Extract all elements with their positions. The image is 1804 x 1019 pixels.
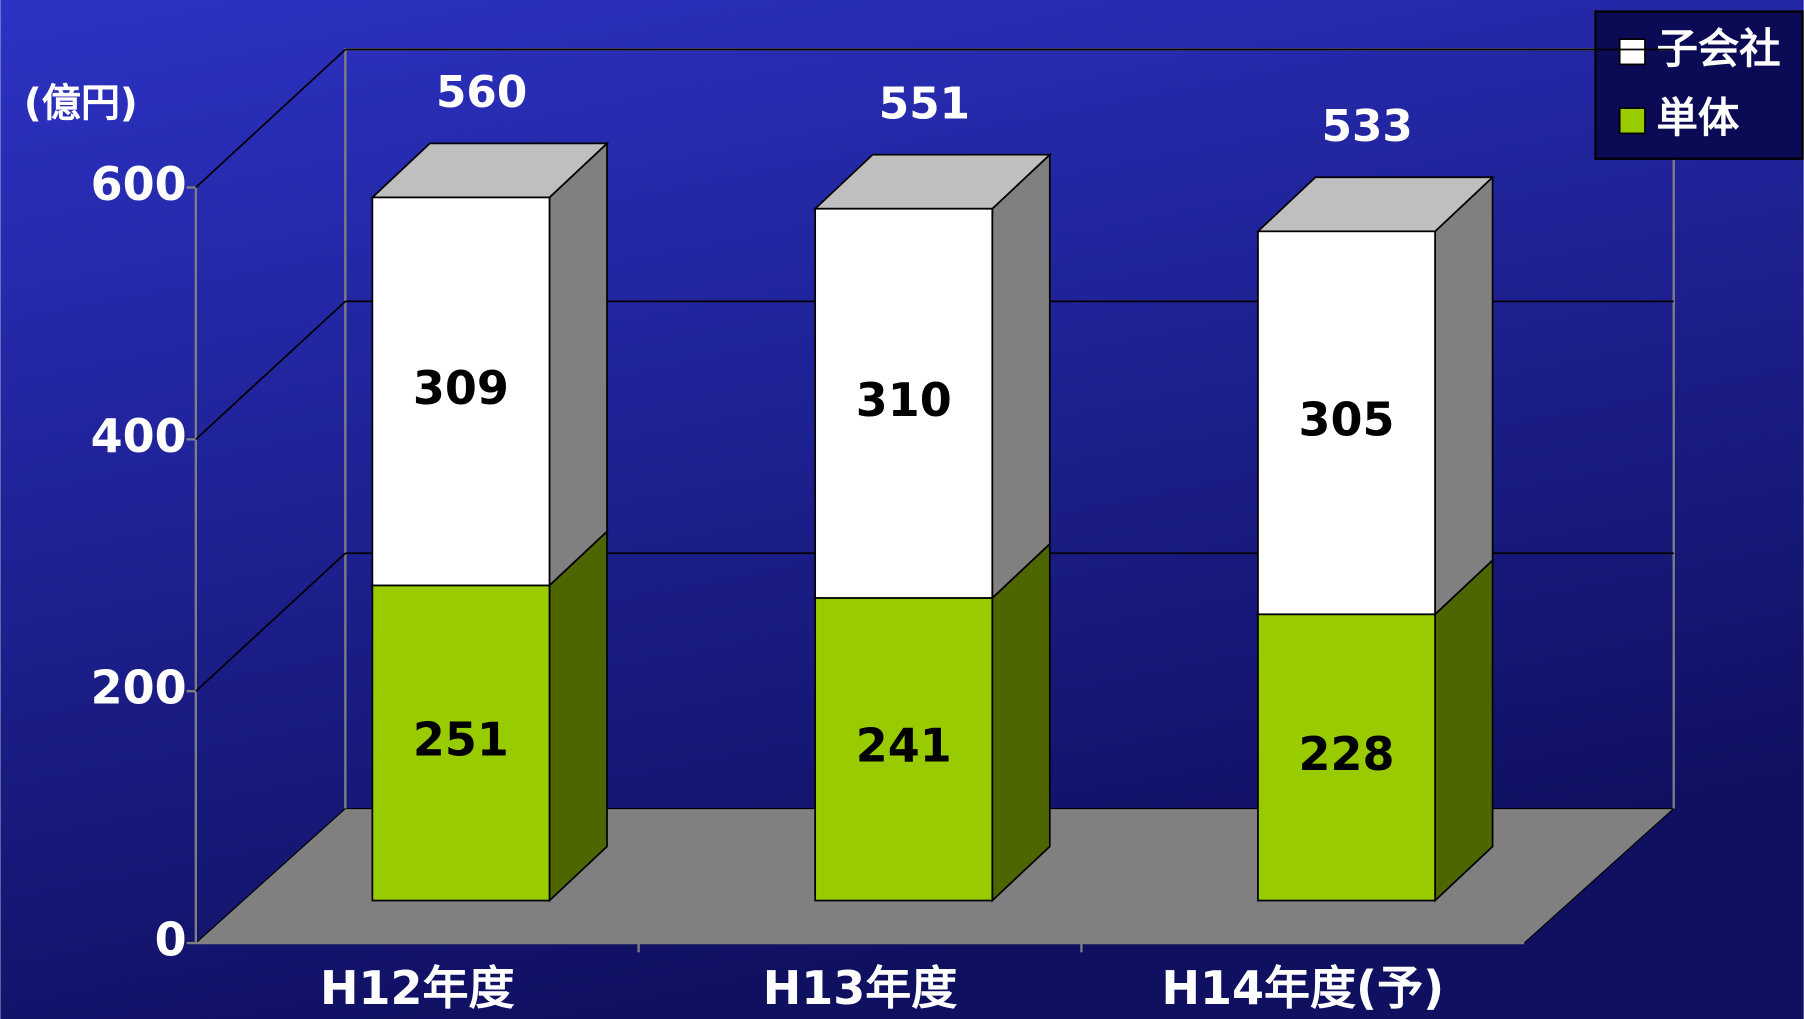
data-label: 251 <box>413 712 509 766</box>
bar <box>814 597 994 902</box>
unit-label: (億円) <box>24 81 138 126</box>
legend-swatch <box>1618 107 1646 135</box>
total-label: 560 <box>436 67 527 118</box>
x-tick-label: H13年度 <box>763 961 958 1015</box>
y-tick-label: 0 <box>155 913 187 967</box>
grid-line <box>195 48 346 189</box>
bar-side <box>991 541 1051 903</box>
y-tick-label: 400 <box>91 409 187 463</box>
bar <box>371 196 551 587</box>
legend-swatch <box>1618 38 1646 66</box>
grid-line <box>195 300 346 440</box>
y-tick-label: 200 <box>91 661 187 715</box>
data-label: 241 <box>856 719 952 773</box>
total-label: 533 <box>1322 101 1413 152</box>
grid-line <box>195 552 346 692</box>
total-label: 551 <box>879 78 970 129</box>
bar <box>1257 230 1436 616</box>
legend-label: 単体 <box>1656 94 1739 142</box>
legend-label: 子会社 <box>1656 25 1780 73</box>
bar <box>1257 613 1436 902</box>
x-tick-label: H14年度(予) <box>1162 961 1445 1015</box>
bar-side <box>1434 175 1494 617</box>
y-tick-label: 600 <box>91 157 187 211</box>
bar-side <box>991 152 1051 600</box>
data-label: 309 <box>413 361 509 415</box>
bar <box>371 584 551 902</box>
bar-side <box>1434 558 1494 903</box>
data-label: 305 <box>1299 392 1395 446</box>
bar-side <box>548 141 608 588</box>
bar-side <box>548 529 608 903</box>
x-tick-label: H12年度 <box>320 961 515 1015</box>
bar <box>814 207 994 599</box>
data-label: 228 <box>1299 727 1395 781</box>
data-label: 310 <box>856 373 952 427</box>
